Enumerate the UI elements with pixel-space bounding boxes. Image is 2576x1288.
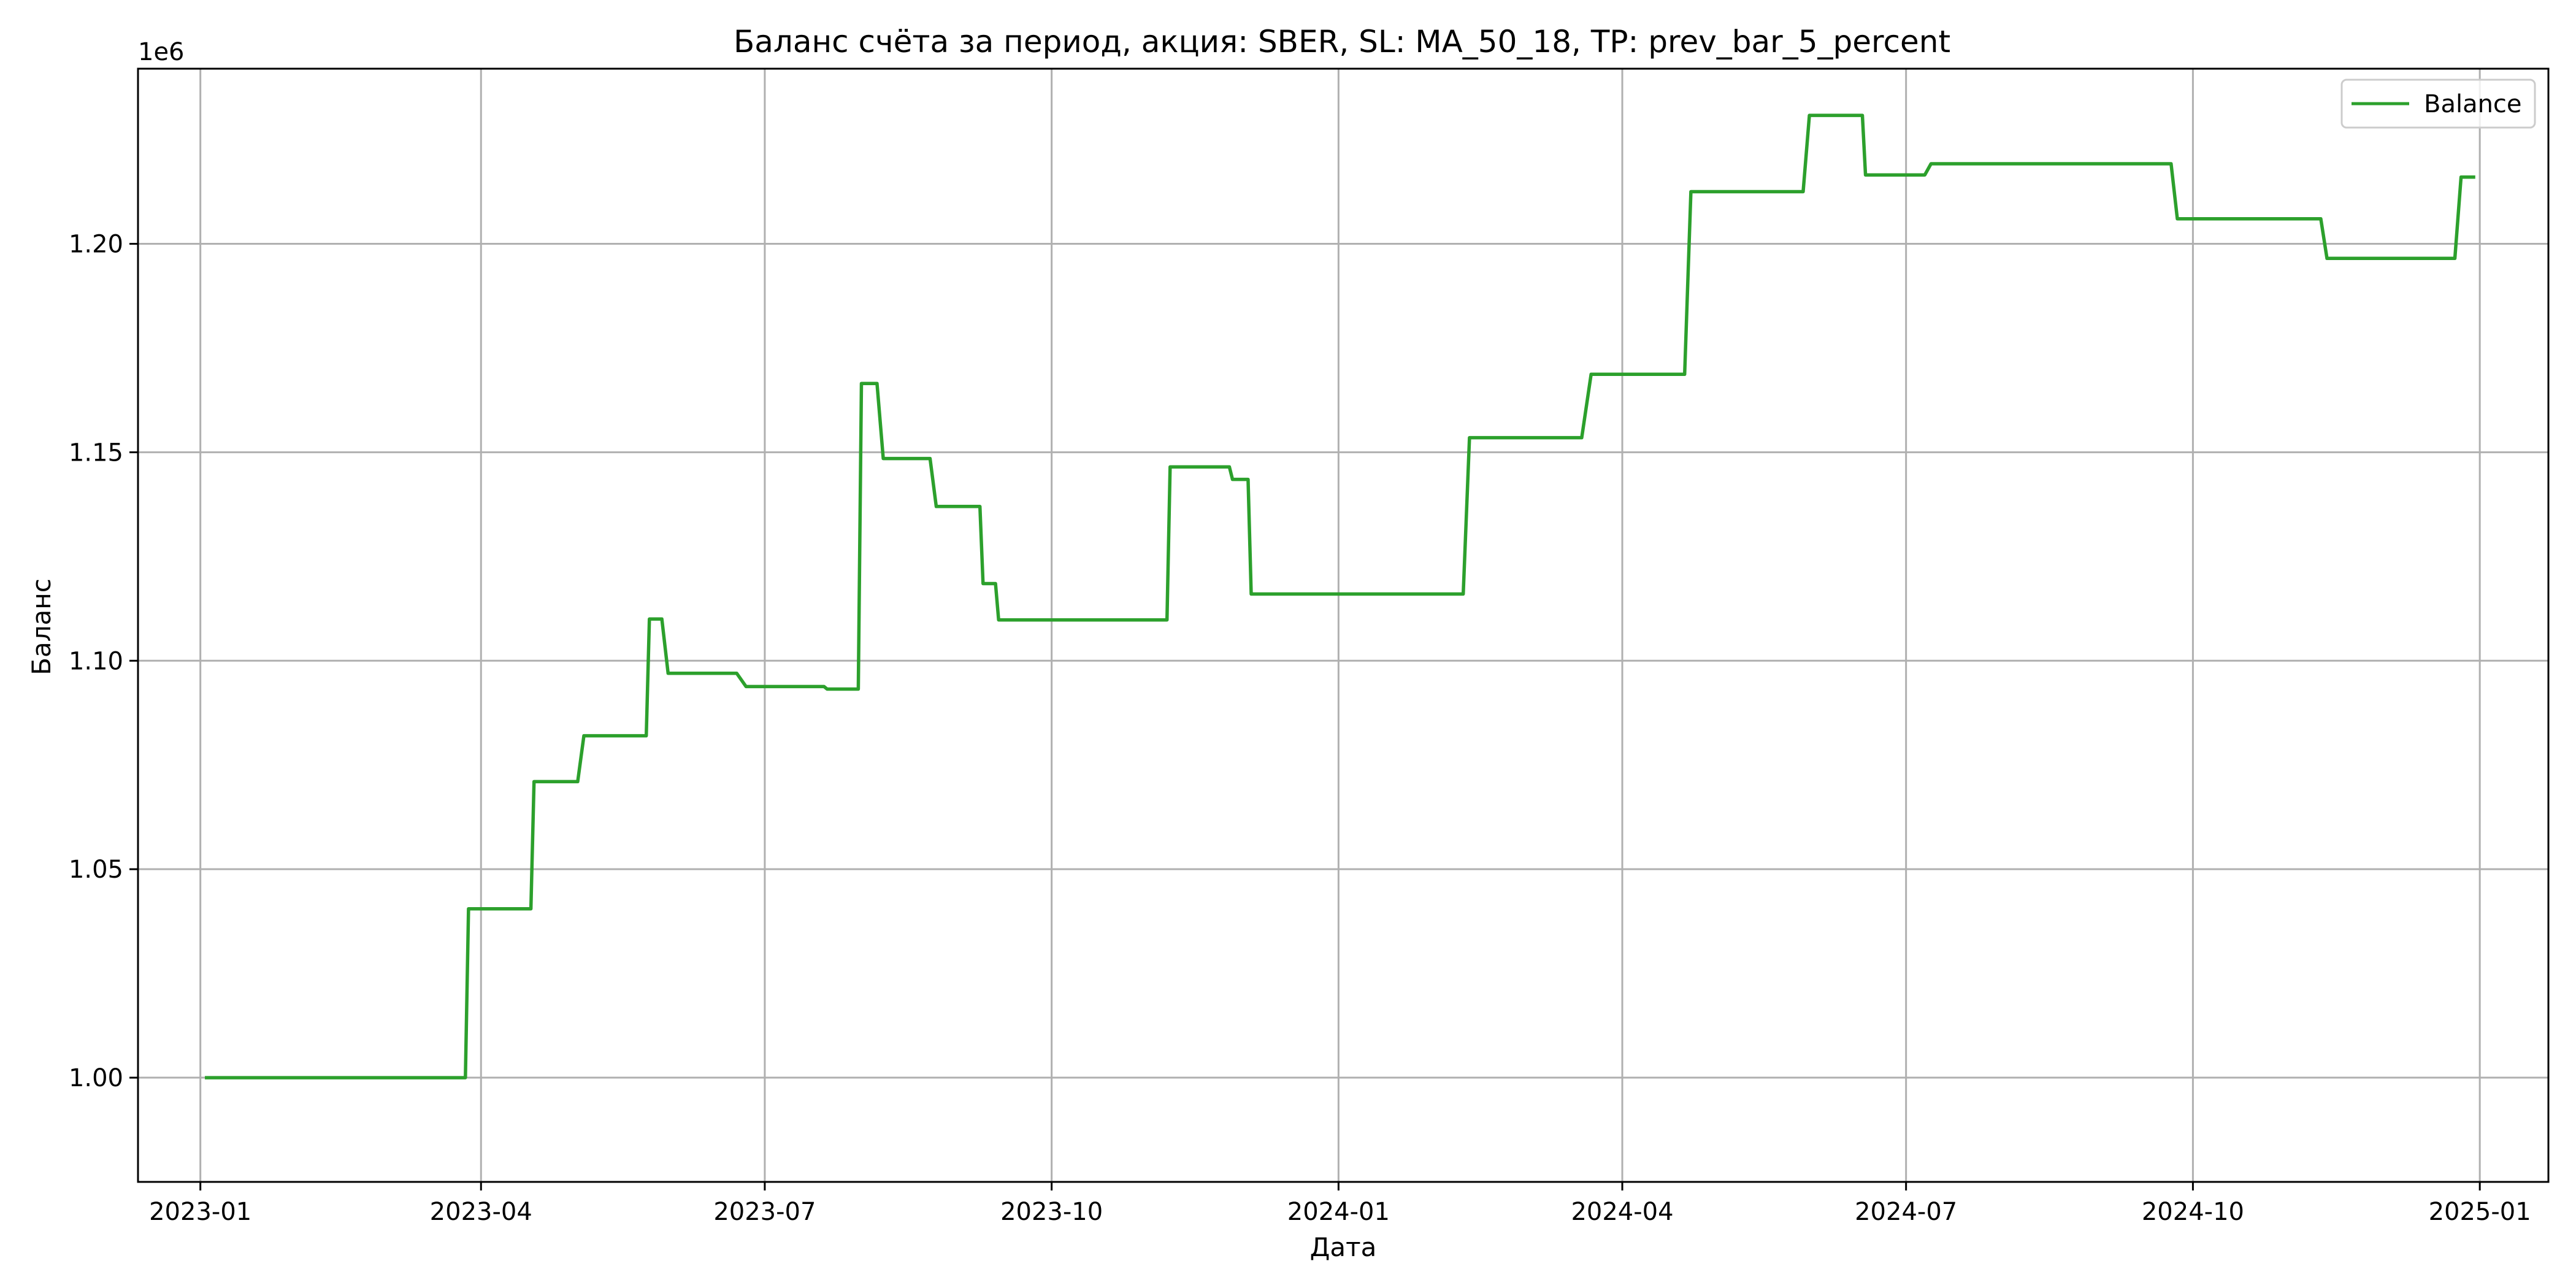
legend: Balance bbox=[2340, 79, 2536, 129]
y-tick-label: 1.20 bbox=[69, 231, 123, 259]
plot-area-frame bbox=[137, 67, 2550, 1183]
x-tick-label: 2023-10 bbox=[1000, 1198, 1103, 1226]
grid-lines bbox=[138, 69, 2548, 1182]
y-axis-label: Баланс bbox=[26, 578, 56, 675]
x-tick-label: 2023-07 bbox=[713, 1198, 816, 1226]
x-tick-label: 2024-01 bbox=[1287, 1198, 1390, 1226]
x-tick-label: 2024-07 bbox=[1855, 1198, 1957, 1226]
y-tick-label: 1.15 bbox=[69, 439, 123, 467]
x-tick-label: 2024-10 bbox=[2142, 1198, 2244, 1226]
series-line-balance bbox=[205, 113, 2475, 1079]
x-tick-label: 2024-04 bbox=[1571, 1198, 1673, 1226]
x-tick-label: 2023-01 bbox=[149, 1198, 251, 1226]
y-axis-ticks: 1.00 1.05 1.10 1.15 1.20 bbox=[69, 231, 138, 1092]
y-axis-offset-label: 1e6 bbox=[138, 38, 185, 66]
legend-box bbox=[2340, 79, 2536, 129]
x-tick-label: 2023-04 bbox=[430, 1198, 532, 1226]
y-tick-label: 1.00 bbox=[69, 1064, 123, 1092]
x-tick-label: 2025-01 bbox=[2429, 1198, 2531, 1226]
y-tick-label: 1.05 bbox=[69, 856, 123, 884]
y-tick-label: 1.10 bbox=[69, 647, 123, 675]
x-axis-label: Дата bbox=[1310, 1232, 1377, 1262]
series-layer bbox=[205, 113, 2475, 1079]
chart-title: Баланс счёта за период, акция: SBER, SL:… bbox=[734, 24, 1950, 59]
x-axis-ticks: 2023-01 2023-04 2023-07 2023-10 2024-01 2024-… bbox=[149, 1182, 2531, 1226]
legend-label-balance: Balance bbox=[2424, 90, 2522, 118]
